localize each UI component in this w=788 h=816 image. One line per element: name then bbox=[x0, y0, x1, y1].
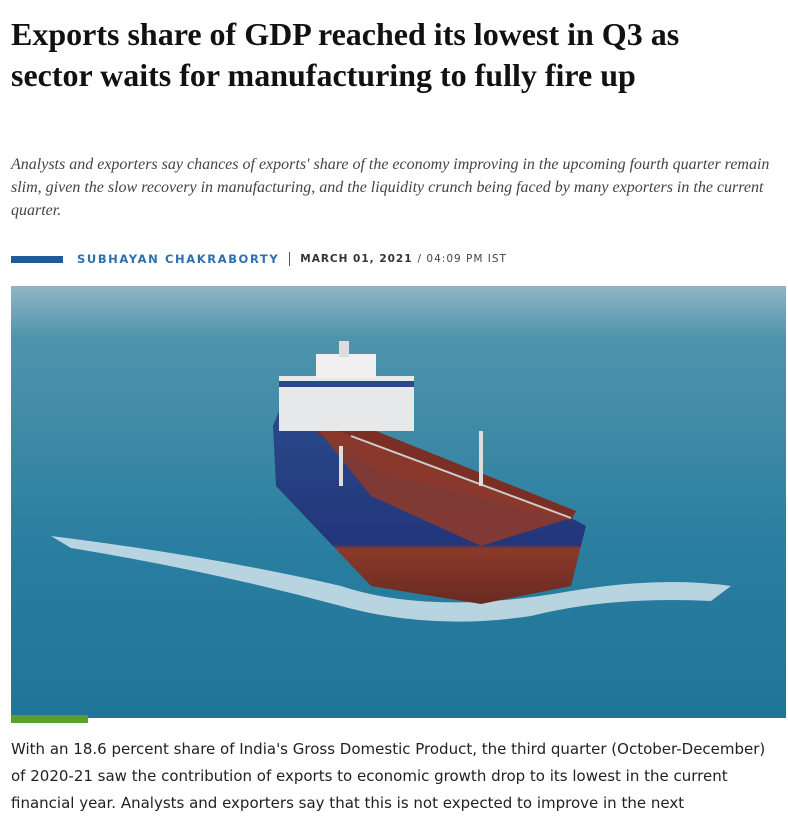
byline: SUBHAYAN CHAKRABORTY MARCH 01, 2021 / 04… bbox=[11, 250, 507, 268]
article-photo bbox=[11, 286, 786, 718]
publish-time: / 04:09 PM IST bbox=[417, 253, 507, 265]
ship-deck-side bbox=[311, 421, 571, 546]
bridge bbox=[316, 354, 376, 378]
article-body: With an 18.6 percent share of India's Gr… bbox=[11, 740, 766, 812]
accent-bar bbox=[11, 715, 88, 723]
bridge-stripe bbox=[279, 381, 414, 387]
article-summary: Analysts and exporters say chances of ex… bbox=[11, 156, 770, 219]
wake bbox=[51, 536, 731, 622]
mast bbox=[339, 341, 349, 357]
article-title: Exports share of GDP reached its lowest … bbox=[11, 16, 680, 93]
accent-bar bbox=[11, 255, 63, 263]
pipe-line bbox=[350, 435, 572, 519]
author-link[interactable]: SUBHAYAN CHAKRABORTY bbox=[77, 252, 291, 266]
publish-date: MARCH 01, 2021 bbox=[300, 253, 413, 265]
